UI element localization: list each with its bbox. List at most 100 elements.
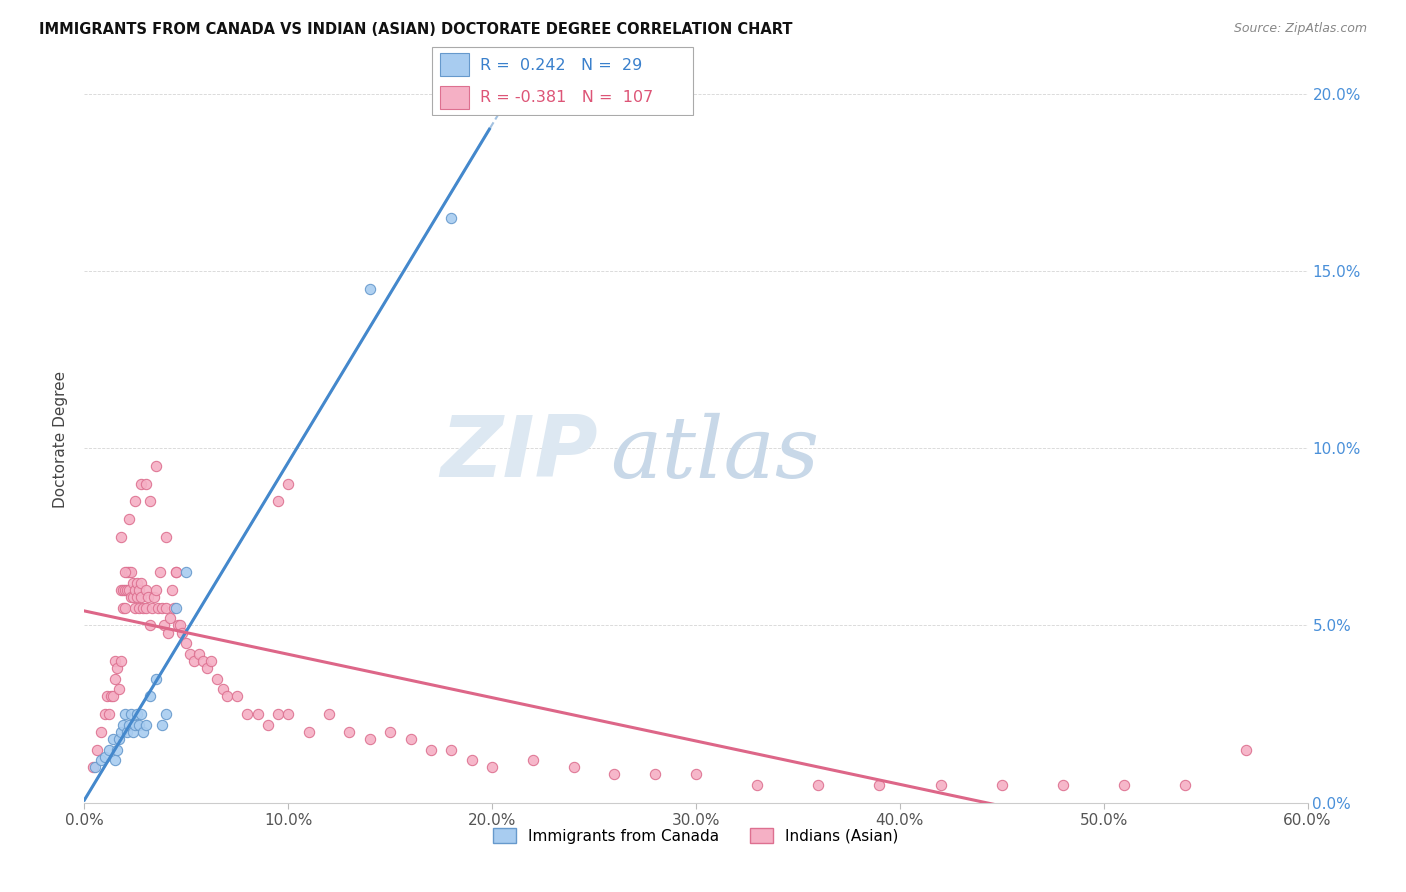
Point (141, 600, 163, 615)
Point (90, 753, 112, 767)
Point (93, 749, 115, 764)
Point (420, 742, 443, 756)
FancyBboxPatch shape (440, 86, 470, 109)
Point (120, 566, 142, 580)
Point (165, 566, 187, 580)
Point (236, 707, 259, 722)
Point (110, 724, 132, 739)
Point (128, 582, 150, 597)
Point (115, 566, 138, 580)
Point (1236, 742, 1258, 756)
Point (135, 476, 157, 491)
Point (174, 566, 197, 580)
Point (174, 636, 197, 650)
Point (163, 600, 186, 615)
Point (93, 707, 115, 722)
Point (603, 767, 626, 781)
Point (100, 690, 122, 704)
Point (155, 530, 177, 544)
Point (212, 682, 235, 697)
Point (120, 707, 142, 722)
Text: IMMIGRANTS FROM CANADA VS INDIAN (ASIAN) DOCTORATE DEGREE CORRELATION CHART: IMMIGRANTS FROM CANADA VS INDIAN (ASIAN)… (39, 22, 793, 37)
Point (131, 476, 153, 491)
Point (118, 582, 141, 597)
Point (1174, 778, 1197, 792)
Point (104, 753, 127, 767)
Point (1114, 778, 1136, 792)
Point (226, 690, 249, 704)
Point (167, 618, 190, 632)
Point (359, 731, 381, 746)
Point (112, 600, 135, 615)
Point (200, 654, 222, 668)
Text: ZIP: ZIP (440, 412, 598, 495)
Point (96, 690, 118, 704)
Point (118, 718, 141, 732)
Point (155, 707, 177, 722)
Point (127, 590, 149, 604)
Point (131, 707, 153, 722)
Point (562, 760, 585, 774)
Point (135, 600, 157, 615)
Point (110, 582, 132, 597)
Point (110, 654, 132, 668)
Point (217, 690, 239, 704)
Point (105, 742, 128, 756)
Point (112, 582, 135, 597)
Point (145, 672, 167, 686)
Point (101, 690, 124, 704)
Point (90, 724, 112, 739)
Point (83, 760, 105, 774)
Point (339, 724, 361, 739)
Point (114, 707, 136, 722)
Point (156, 625, 179, 640)
Point (132, 724, 155, 739)
Point (114, 600, 136, 615)
Point (187, 647, 209, 661)
Point (869, 778, 891, 792)
Point (118, 566, 141, 580)
Point (104, 654, 127, 668)
Point (128, 600, 150, 615)
Point (138, 494, 160, 508)
Point (114, 566, 136, 580)
Point (153, 618, 176, 632)
Point (128, 718, 150, 732)
Point (122, 724, 145, 739)
Point (127, 707, 149, 722)
Legend: Immigrants from Canada, Indians (Asian): Immigrants from Canada, Indians (Asian) (488, 822, 904, 850)
Point (165, 600, 187, 615)
Point (114, 582, 136, 597)
Point (195, 661, 218, 675)
Point (124, 600, 146, 615)
Point (115, 724, 138, 739)
Point (461, 753, 484, 767)
Point (131, 576, 153, 591)
Point (115, 582, 138, 597)
Point (267, 494, 290, 508)
Point (120, 590, 142, 604)
Point (118, 512, 141, 526)
Point (159, 611, 181, 625)
Text: R = -0.381   N =  107: R = -0.381 N = 107 (479, 90, 652, 105)
Point (110, 530, 132, 544)
Point (440, 211, 463, 225)
Text: Source: ZipAtlas.com: Source: ZipAtlas.com (1233, 22, 1367, 36)
Point (747, 778, 769, 792)
Point (359, 282, 381, 296)
Point (172, 625, 194, 640)
FancyBboxPatch shape (440, 54, 470, 77)
Point (145, 458, 167, 473)
Point (122, 590, 145, 604)
Point (1052, 778, 1074, 792)
Point (86, 742, 108, 756)
Point (145, 582, 167, 597)
Point (138, 690, 160, 704)
Point (318, 707, 340, 722)
Point (97, 707, 120, 722)
Y-axis label: Doctorate Degree: Doctorate Degree (53, 371, 69, 508)
Point (380, 724, 402, 739)
Point (82, 760, 104, 774)
Point (138, 618, 160, 632)
Point (112, 718, 135, 732)
